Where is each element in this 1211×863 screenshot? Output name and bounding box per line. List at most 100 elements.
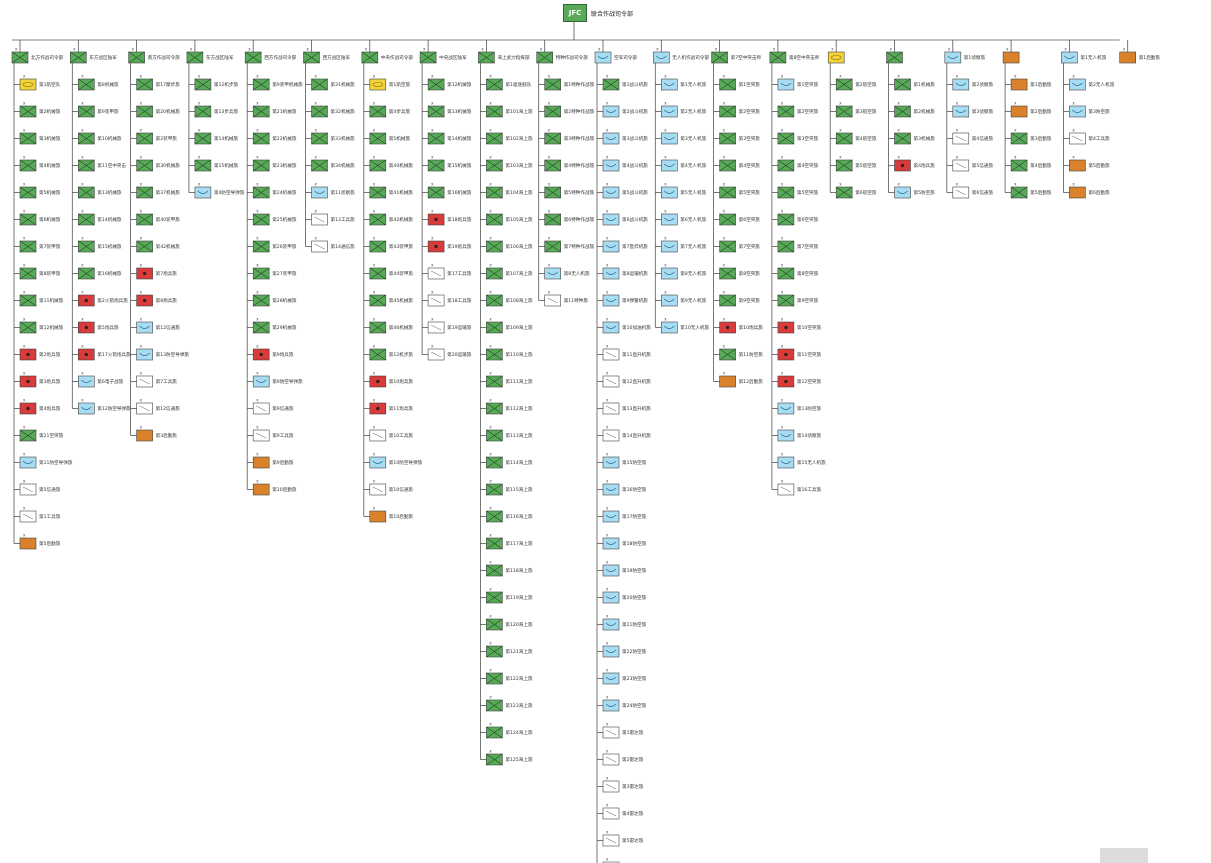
unit-node[interactable]: x 第12信通旅 xyxy=(130,398,181,415)
unit-node[interactable]: x 第12机步旅 xyxy=(188,74,239,91)
unit-node[interactable]: x 第102海上旅 xyxy=(480,128,533,145)
unit-node[interactable]: x 第4空突旅 xyxy=(713,155,761,172)
unit-node[interactable]: x 第19运输旅 xyxy=(422,317,472,334)
unit-node[interactable]: x 第45机械旅 xyxy=(363,290,414,307)
unit-node[interactable]: x 第17工兵旅 xyxy=(422,263,472,280)
unit-node[interactable]: x 第7轰炸机旅 xyxy=(597,236,648,253)
unit-node[interactable]: x 第3航空旅 xyxy=(830,101,877,118)
unit-node[interactable]: x 第14机械旅 xyxy=(188,128,239,145)
unit-node[interactable]: x 第13步兵旅 xyxy=(188,101,239,118)
unit-node[interactable]: x 第24防空旅 xyxy=(597,695,647,712)
unit-node[interactable]: x 第10加油机旅 xyxy=(597,317,651,334)
unit-node[interactable]: x第6雷达旅 xyxy=(597,857,644,863)
unit-node[interactable]: x 第10防空导弹旅 xyxy=(363,452,423,469)
unit-node[interactable]: x 第3炮兵旅 xyxy=(14,371,61,388)
unit-node[interactable]: x 第12后勤旅 xyxy=(713,371,764,388)
unit-node[interactable]: x 第9工兵旅 xyxy=(247,425,294,442)
unit-node[interactable]: x 第124海上旅 xyxy=(480,722,533,739)
unit-node[interactable]: x 第2炮兵旅 xyxy=(14,344,61,361)
unit-node[interactable]: x 第12空突旅 xyxy=(771,371,822,388)
unit-node[interactable]: x 第109海上旅 xyxy=(480,317,533,334)
unit-node[interactable]: x 第23机械旅 xyxy=(247,155,297,172)
unit-node[interactable]: x 第104海上旅 xyxy=(480,182,533,199)
unit-node[interactable]: x 第106海上旅 xyxy=(480,236,533,253)
unit-node[interactable]: x 第4雷达旅 xyxy=(597,803,644,820)
unit-node[interactable]: x 第9空突旅 xyxy=(771,290,819,307)
unit-node[interactable]: x 第122海上旅 xyxy=(480,668,533,685)
unit-node[interactable]: x 第9装甲旅 xyxy=(72,101,119,118)
unit-node[interactable]: x 第2空突旅 xyxy=(713,101,761,118)
unit-node[interactable]: x 第30机械旅 xyxy=(130,155,181,172)
unit-node[interactable]: x 第21机械旅 xyxy=(247,101,297,118)
unit-node[interactable]: x 第3侦察旅 xyxy=(946,101,994,118)
unit-node[interactable]: x 第6机械旅 xyxy=(14,209,61,226)
unit-node[interactable]: x 第8空突旅 xyxy=(713,263,761,280)
command-head-node[interactable]: x 中央战区陆军 xyxy=(419,47,467,64)
unit-node[interactable]: x 第10无人机旅 xyxy=(655,317,710,334)
command-head-node[interactable]: x 第1后勤旅 xyxy=(1119,47,1161,64)
unit-node[interactable]: x 第2火箭炮兵旅 xyxy=(72,290,128,307)
unit-node[interactable]: x 第12直升机旅 xyxy=(597,371,651,388)
unit-node[interactable]: x 第9空突旅 xyxy=(713,290,761,307)
unit-node[interactable]: x 第11防空导弹旅 xyxy=(14,452,73,469)
unit-node[interactable]: x 第1无人机旅 xyxy=(655,74,707,91)
unit-node[interactable]: x 第42机械旅 xyxy=(363,209,414,226)
unit-node[interactable]: x 第13工兵旅 xyxy=(305,209,356,226)
command-head-node[interactable]: x 北方作战司令部 xyxy=(11,47,64,64)
unit-node[interactable]: x 第21防空旅 xyxy=(597,614,647,631)
unit-node[interactable]: x 第7装甲旅 xyxy=(14,236,61,253)
unit-node[interactable]: x 第7特种作战旅 xyxy=(538,236,595,253)
unit-node[interactable]: x 第2航空旅 xyxy=(830,74,877,91)
unit-node[interactable]: x 第29机械旅 xyxy=(247,317,297,334)
unit-node[interactable]: x 第16防空旅 xyxy=(597,479,647,496)
unit-node[interactable]: x 第1航空队 xyxy=(14,74,61,91)
unit-node[interactable]: x 第10信通旅 xyxy=(363,479,414,496)
command-head-node[interactable]: x 第8空中突击师 xyxy=(769,47,820,64)
unit-node[interactable]: x 第5防空旅 xyxy=(888,182,936,199)
unit-node[interactable]: x 第1空突旅 xyxy=(713,74,761,91)
unit-node[interactable]: x 第3机械旅 xyxy=(14,128,61,145)
unit-node[interactable]: x 第3空突旅 xyxy=(771,128,819,145)
unit-node[interactable]: x 第12信通旅 xyxy=(130,317,181,334)
unit-node[interactable]: x 第1特种作战旅 xyxy=(538,74,595,91)
unit-node[interactable]: x 第5特种作战旅 xyxy=(538,182,595,199)
unit-node[interactable]: x 第2无人机旅 xyxy=(655,101,707,118)
command-head-node[interactable]: x 海上武力指挥部 xyxy=(478,47,530,64)
unit-node[interactable]: x 第3特种作战旅 xyxy=(538,128,595,145)
unit-node[interactable]: x 第5航空旅 xyxy=(830,155,877,172)
unit-node[interactable]: x 第119海上旅 xyxy=(480,587,533,604)
unit-node[interactable]: x 第33机械旅 xyxy=(305,128,356,145)
unit-node[interactable]: x 第2战斗机旅 xyxy=(597,101,648,118)
unit-node[interactable]: x 第22防空旅 xyxy=(597,641,647,658)
unit-node[interactable]: x 第10空突旅 xyxy=(771,317,822,334)
unit-node[interactable]: x 第2装甲旅 xyxy=(130,128,178,145)
unit-node[interactable]: x 第17火箭炮兵旅 xyxy=(72,344,131,361)
unit-node[interactable]: x 第10炮兵旅 xyxy=(363,371,414,388)
unit-node[interactable]: x 第3雷达旅 xyxy=(597,776,644,793)
unit-node[interactable]: x 第8机械旅 xyxy=(72,74,119,91)
unit-node[interactable]: x 第8装甲旅 xyxy=(14,263,61,280)
unit-node[interactable]: x 第26装甲旅 xyxy=(247,236,297,253)
unit-node[interactable]: x 第7空突旅 xyxy=(713,236,761,253)
unit-node[interactable]: x 第37机械旅 xyxy=(130,182,181,199)
unit-node[interactable]: x 第103海上旅 xyxy=(480,155,533,172)
unit-node[interactable]: x 第21空突旅 xyxy=(14,425,64,442)
unit-node[interactable]: x 第17摩步旅 xyxy=(130,74,181,91)
unit-node[interactable]: x 第3后勤旅 xyxy=(1005,128,1052,145)
unit-node[interactable]: x 第31机械旅 xyxy=(305,74,356,91)
unit-node[interactable]: x 第10后勤旅 xyxy=(363,506,414,523)
unit-node[interactable]: x 第11空中突击 xyxy=(72,155,127,172)
root-command-node[interactable]: JFC 联合作战司令部 xyxy=(563,4,633,22)
unit-node[interactable]: x 第13直升机旅 xyxy=(597,398,651,415)
unit-node[interactable]: x 第118海上旅 xyxy=(480,560,533,577)
command-head-node[interactable]: x xyxy=(886,47,903,64)
unit-node[interactable]: x 第10后勤旅 xyxy=(247,479,297,496)
unit-node[interactable]: x 第9无人机旅 xyxy=(655,290,707,307)
command-head-node[interactable]: x 第1无人机旅 xyxy=(1061,47,1107,64)
unit-node[interactable]: x 第22机械旅 xyxy=(247,128,297,145)
unit-node[interactable]: x 第3战斗机旅 xyxy=(597,128,648,145)
unit-node[interactable]: x 第11空突旅 xyxy=(771,344,822,361)
command-head-node[interactable]: x 南方作战司令部 xyxy=(128,47,181,64)
unit-node[interactable]: x 第121海上旅 xyxy=(480,641,533,658)
command-head-node[interactable]: x 东方战区陆军 xyxy=(186,47,234,64)
